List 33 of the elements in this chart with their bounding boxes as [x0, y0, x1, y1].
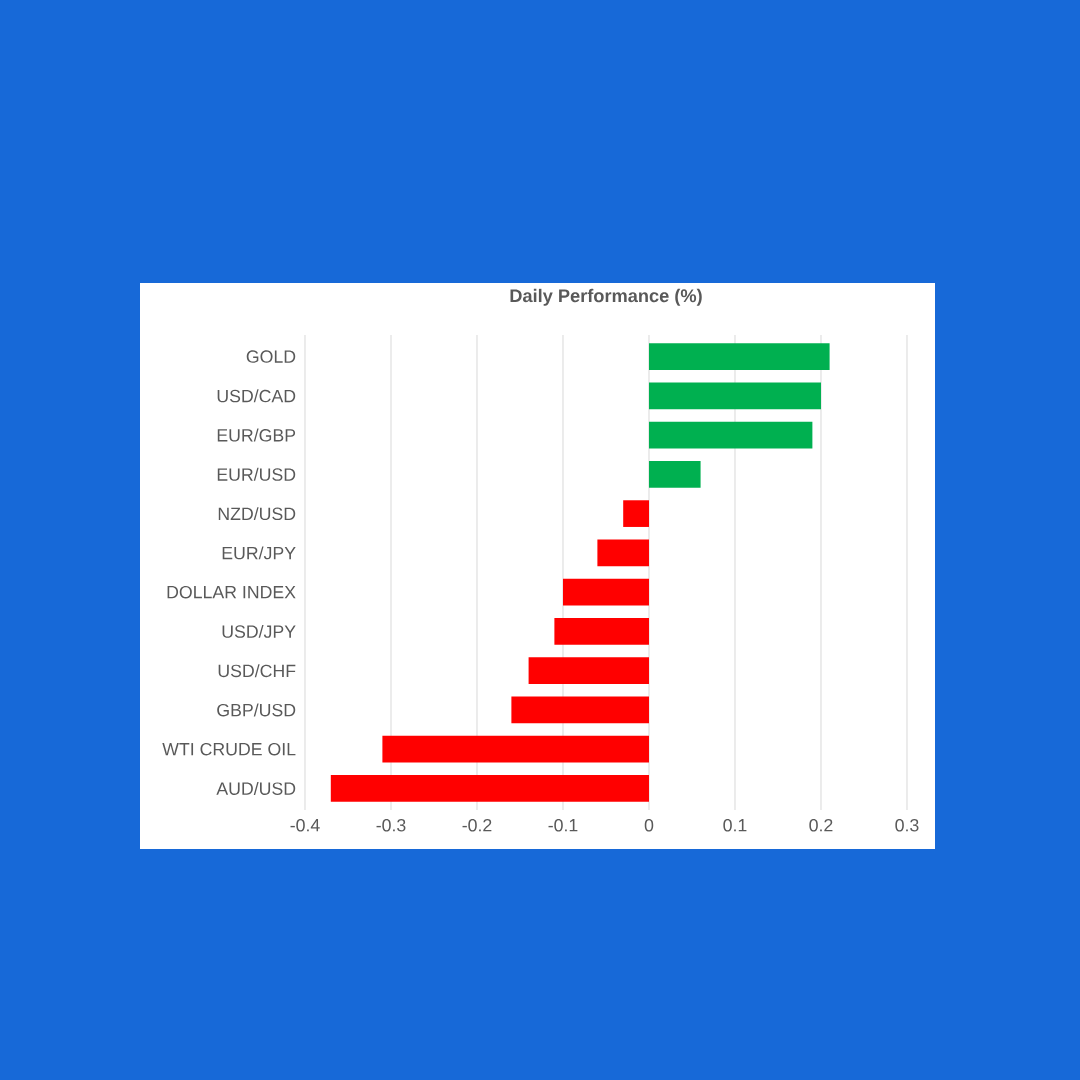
- y-tick-label: USD/JPY: [222, 624, 296, 638]
- y-tick-label: EUR/JPY: [222, 546, 296, 560]
- bar: [648, 382, 821, 410]
- y-tick-label: USD/CAD: [217, 389, 296, 403]
- x-tick-label: -0.2: [462, 818, 492, 832]
- y-tick-label: USD/CHF: [218, 664, 296, 678]
- x-tick-label: 0.2: [809, 818, 833, 832]
- bar: [511, 696, 649, 724]
- bar: [648, 461, 701, 488]
- bar: [528, 657, 649, 684]
- bar: [562, 578, 649, 606]
- x-tick-label: 0.3: [895, 818, 919, 832]
- x-tick-label: -0.4: [290, 818, 320, 832]
- x-tick-label: -0.1: [548, 818, 578, 832]
- x-tick-label: 0: [644, 818, 654, 832]
- bar: [554, 618, 649, 645]
- y-tick-label: DOLLAR INDEX: [167, 585, 296, 599]
- y-tick-label: EUR/USD: [217, 467, 296, 481]
- chart-title: Daily Performance (%): [510, 288, 702, 306]
- y-tick-label: GBP/USD: [217, 703, 296, 717]
- bar: [330, 775, 649, 802]
- y-tick-label: NZD/USD: [218, 507, 296, 521]
- bar: [597, 539, 649, 567]
- bar: [648, 421, 813, 449]
- y-tick-label: GOLD: [246, 350, 296, 363]
- bar: [623, 500, 649, 527]
- y-tick-label: AUD/USD: [216, 781, 296, 795]
- bar: [648, 343, 830, 370]
- y-tick-label: EUR/GBP: [217, 428, 296, 442]
- y-tick-label: WTI CRUDE OIL: [162, 742, 296, 756]
- x-tick-label: 0.1: [723, 818, 747, 832]
- x-tick-label: -0.3: [376, 818, 406, 832]
- bar: [382, 735, 649, 763]
